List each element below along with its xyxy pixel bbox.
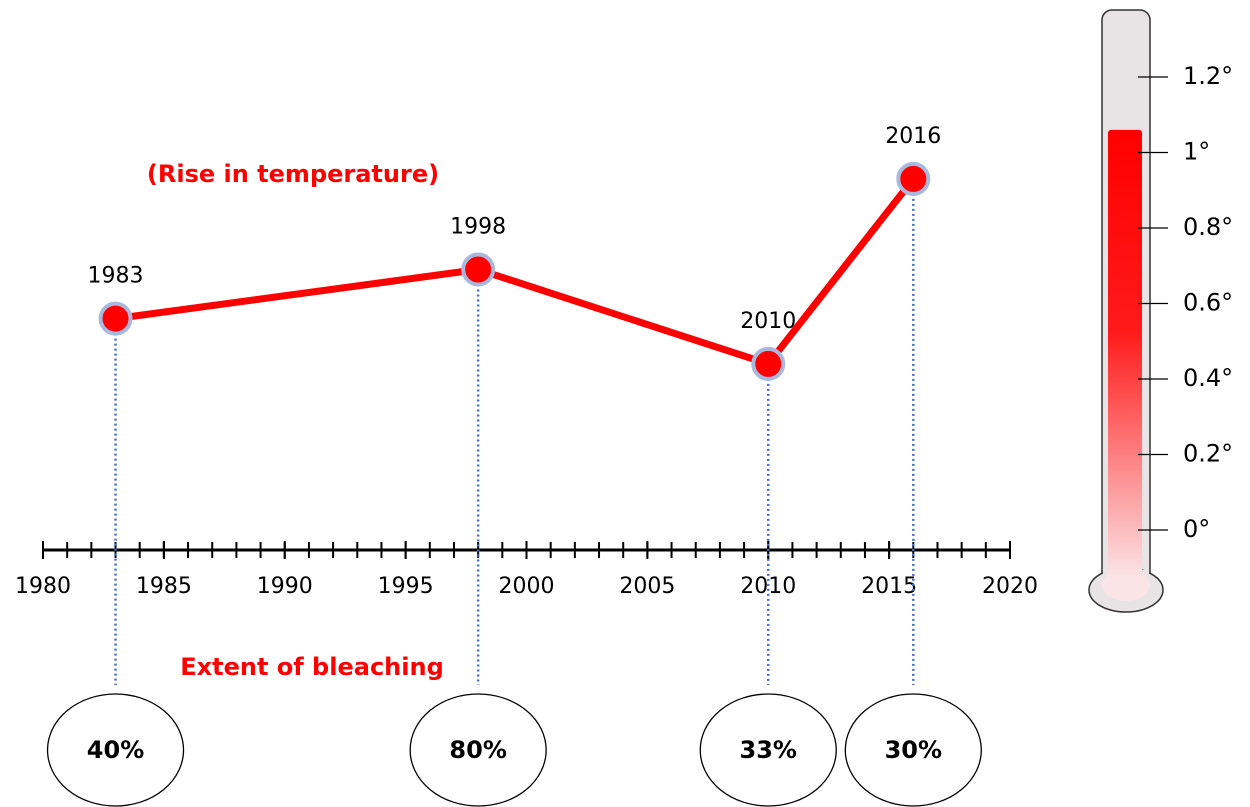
data-point <box>751 346 786 381</box>
y-tick-label: 0.4° <box>1183 364 1233 392</box>
bleaching-circle <box>844 693 982 807</box>
y-tick-label: 1° <box>1183 138 1210 166</box>
y-tick-label: 1.2° <box>1183 62 1233 90</box>
bleaching-title: Extent of bleaching <box>180 653 444 681</box>
y-tick-label: 0° <box>1183 515 1210 543</box>
bleaching-circle <box>699 693 837 807</box>
x-tick-label: 1990 <box>257 574 313 599</box>
bleaching-label: 40% <box>87 736 144 764</box>
x-tick-label: 1980 <box>15 574 71 599</box>
point-label: 2010 <box>740 309 796 334</box>
point-label: 2016 <box>885 124 941 149</box>
y-tick-label: 0.6° <box>1183 289 1233 317</box>
x-tick-label: 2020 <box>982 574 1038 599</box>
temperature-line <box>115 176 917 368</box>
data-point <box>461 252 496 287</box>
y-tick-label: 0.2° <box>1183 440 1233 468</box>
point-label: 1983 <box>88 264 144 289</box>
bleaching-label: 30% <box>885 736 942 764</box>
point-label: 1998 <box>450 215 506 240</box>
data-point <box>98 301 133 336</box>
data-point <box>896 161 931 196</box>
x-tick-label: 2000 <box>499 574 555 599</box>
x-tick-label: 1995 <box>378 574 434 599</box>
x-tick-label: 2015 <box>861 574 917 599</box>
bleaching-circle <box>46 693 185 807</box>
bleaching-circle <box>409 693 547 807</box>
x-tick-label: 1985 <box>136 574 192 599</box>
x-tick-label: 2005 <box>619 574 675 599</box>
y-tick-label: 0.8° <box>1183 213 1233 241</box>
thermometer-mercury <box>1108 129 1142 578</box>
bleaching-label: 33% <box>740 736 797 764</box>
chart-title: (Rise in temperature) <box>147 160 439 188</box>
bleaching-label: 80% <box>449 736 506 764</box>
